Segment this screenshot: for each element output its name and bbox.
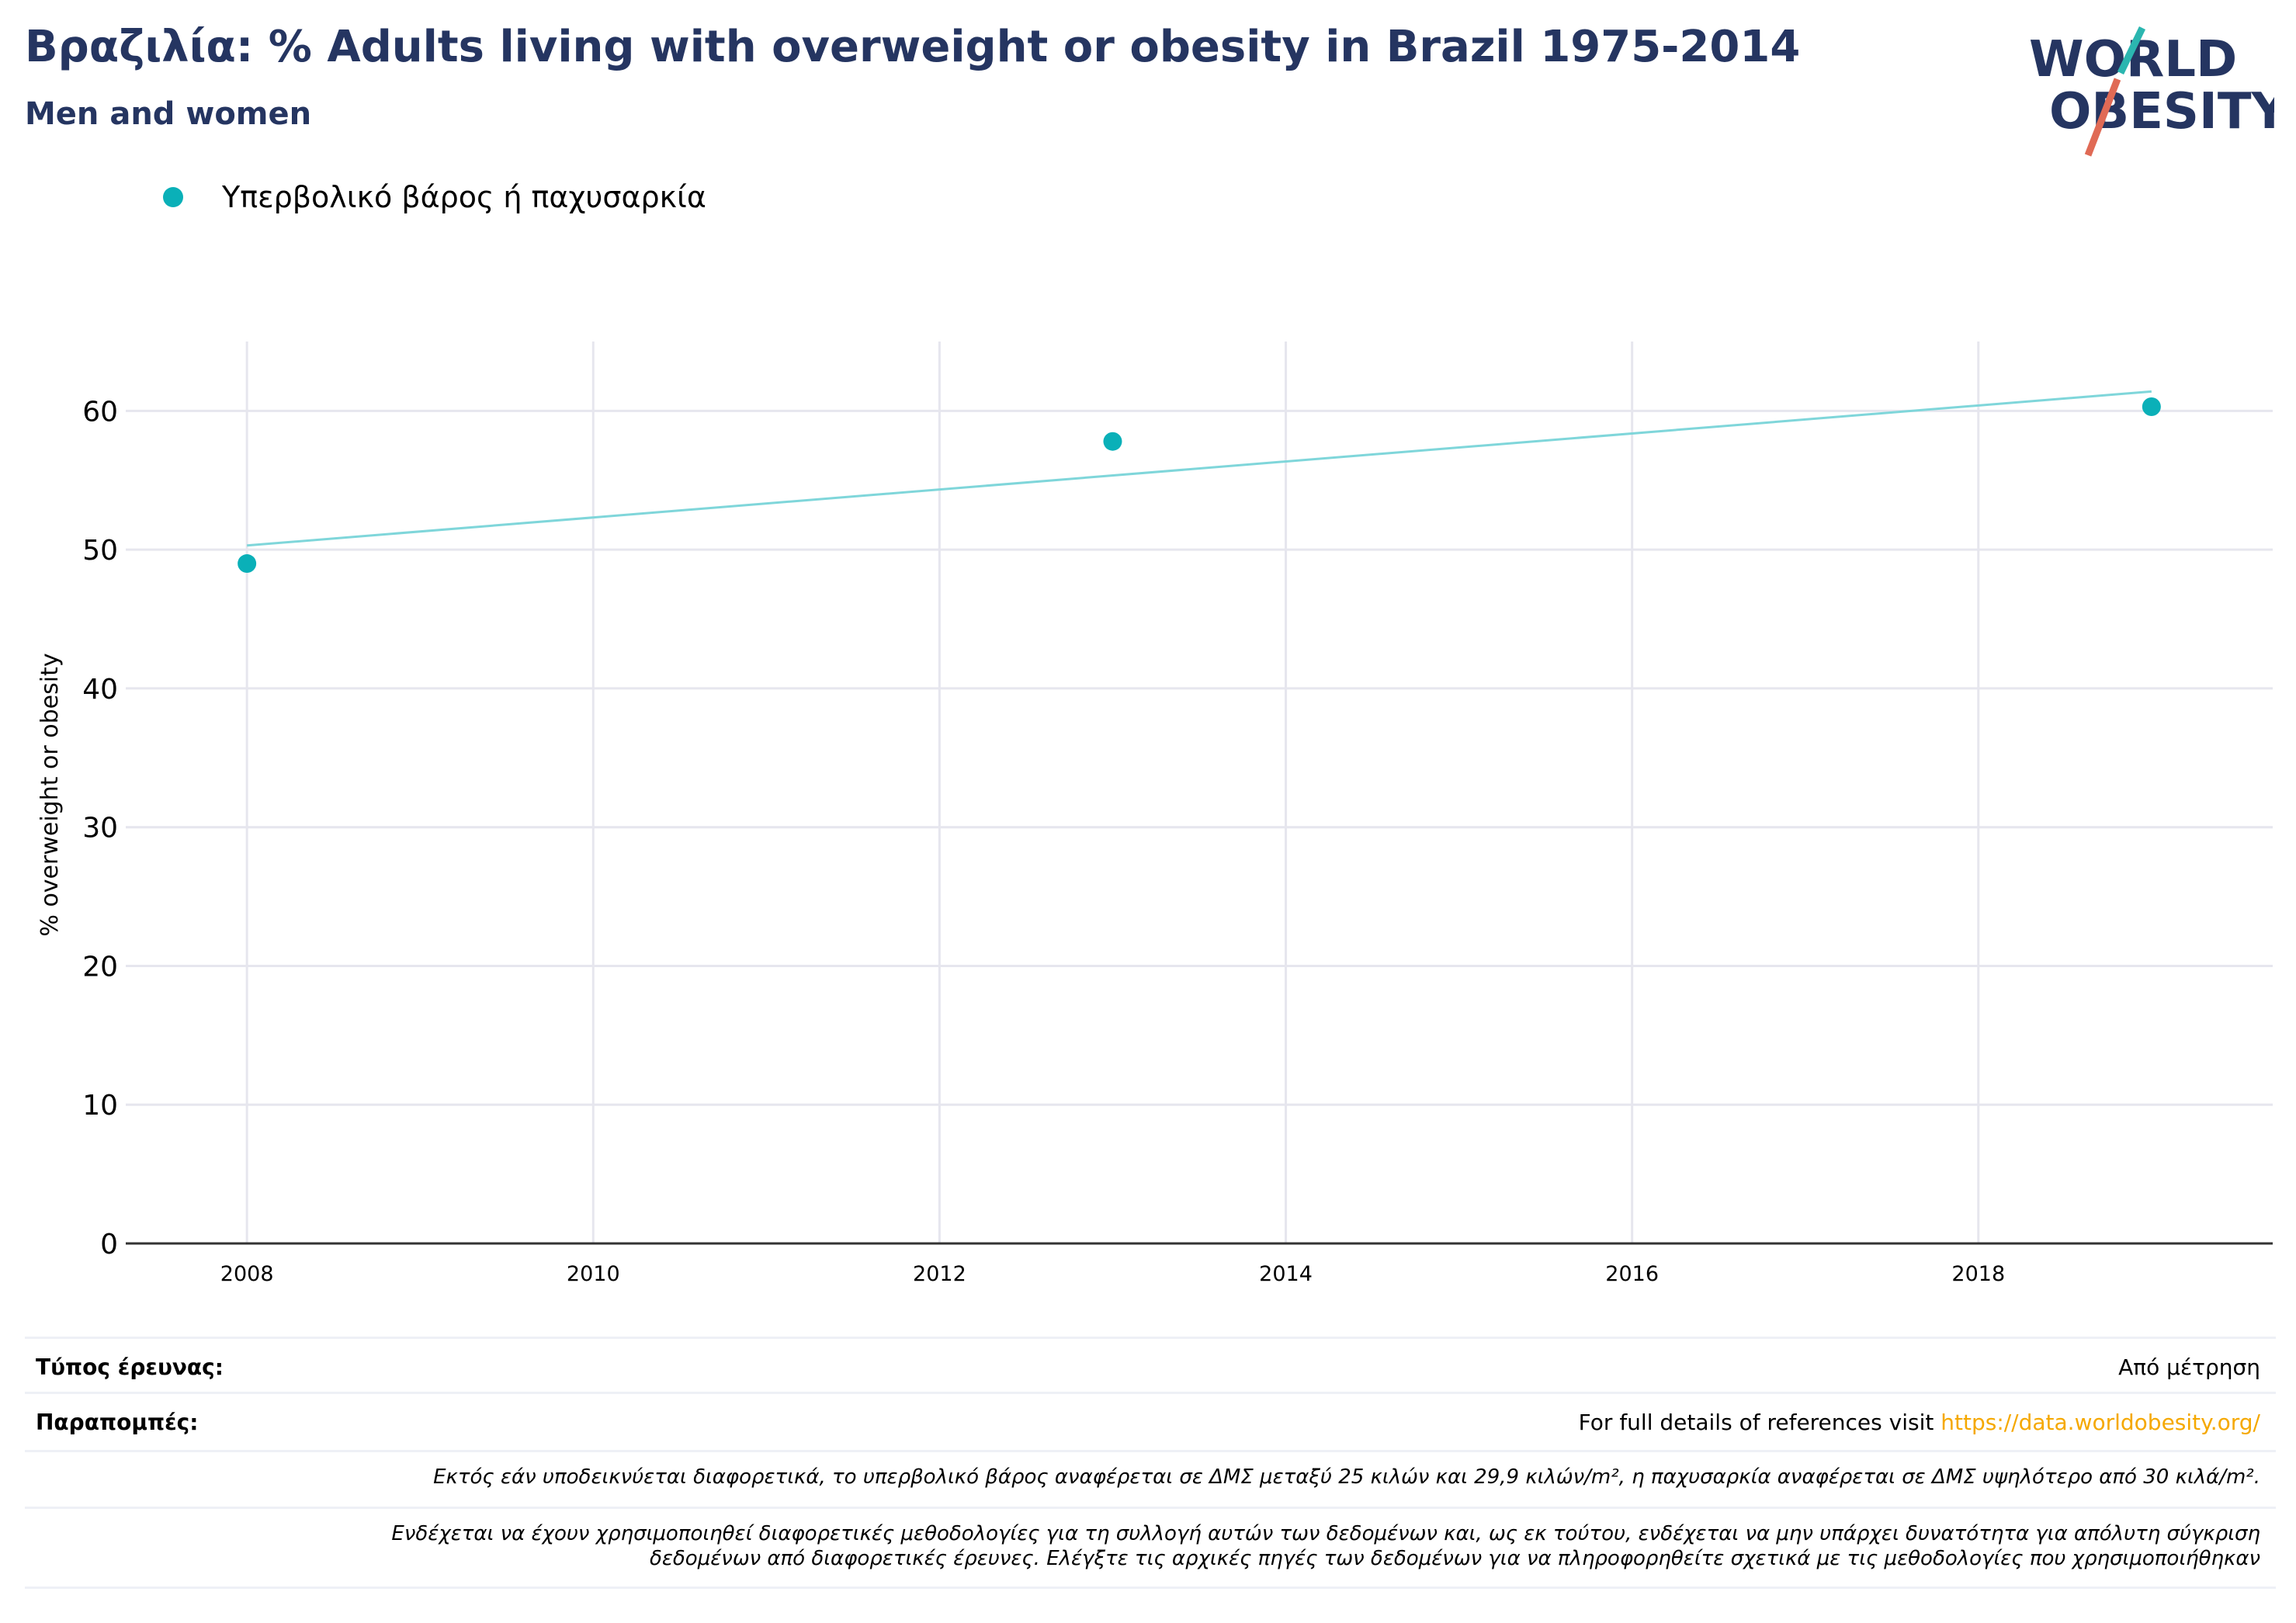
trend-layer [247,390,2152,547]
references-text: For full details of references visit [1578,1410,1941,1435]
y-tick-label: 40 [82,674,118,706]
footer: Τύπος έρευνας: Από μέτρηση Παραπομπές: F… [25,1337,2276,1589]
point-layer [238,397,2161,574]
legend: Υπερβολικό βάρος ή παχυσαρκία [163,180,706,214]
x-tick-label: 2016 [1605,1262,1659,1286]
chart-subtitle: Men and women [25,96,312,132]
x-tick-label: 2008 [220,1262,274,1286]
methods-note: Ενδέχεται να έχουν χρησιμοποιηθεί διαφορ… [40,1521,2260,1571]
y-axis-label: % overweight or obesity [36,653,64,936]
grid-layer [126,342,2273,1243]
footer-references-row: Παραπομπές: For full details of referenc… [25,1392,2276,1450]
y-tick-label: 50 [82,535,118,567]
survey-type-value: Από μέτρηση [2118,1354,2260,1380]
x-tick-label: 2012 [913,1262,966,1286]
legend-marker [163,187,183,207]
footer-note-bmi: Εκτός εάν υποδεικνύεται διαφορετικά, το … [25,1450,2276,1507]
methods-note-line2: δεδομένων από διαφορετικές έρευνες. Ελέγ… [649,1547,2260,1570]
y-tick-label: 60 [82,396,118,428]
footer-note-methods: Ενδέχεται να έχουν χρησιμοποιηθεί διαφορ… [25,1507,2276,1589]
scatter-chart: 0 10 20 30 40 50 60 2008 2010 2012 2014 2016 2018 % … [36,342,2273,1286]
references-label: Παραπομπές: [36,1410,199,1435]
bmi-note: Εκτός εάν υποδεικνύεται διαφορετικά, το … [433,1465,2260,1489]
y-tick-label: 20 [82,951,118,983]
y-tick-label: 10 [82,1090,118,1122]
axis-layer: 0 10 20 30 40 50 60 2008 2010 2012 2014 2016 2018 [82,396,2273,1286]
data-point[interactable] [1103,432,1122,451]
world-obesity-logo: WORLD OBESITY [2029,26,2274,157]
data-point[interactable] [238,554,257,574]
chart-title: Βραζιλία: % Adults living with overweigh… [25,22,1801,72]
methods-note-line1: Ενδέχεται να έχουν χρησιμοποιηθεί διαφορ… [391,1522,2260,1545]
references-link[interactable]: https://data.worldobesity.org/ [1941,1410,2260,1435]
data-point[interactable] [2142,397,2161,417]
logo-slash-top [2117,26,2146,75]
x-tick-label: 2010 [567,1262,620,1286]
survey-type-label: Τύπος έρευνας: [36,1354,224,1380]
footer-survey-row: Τύπος έρευνας: Από μέτρηση [25,1337,2276,1392]
trendline [247,390,2152,547]
y-tick-label: 30 [82,813,118,844]
x-tick-label: 2014 [1259,1262,1313,1286]
legend-label: Υπερβολικό βάρος ή παχυσαρκία [222,180,706,214]
logo-slash-bottom [2084,78,2121,157]
y-tick-label: 0 [100,1229,118,1261]
x-tick-label: 2018 [1951,1262,2005,1286]
logo-obesity-text: OBESITY [2049,83,2274,140]
references-value: For full details of references visit htt… [1579,1410,2260,1435]
